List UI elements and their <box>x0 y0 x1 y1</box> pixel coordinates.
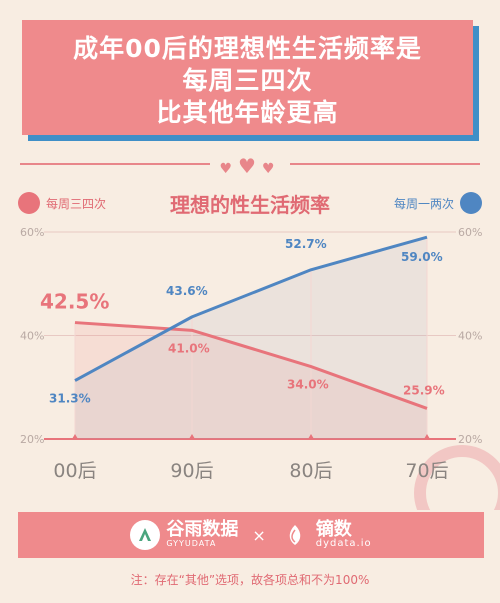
brand1-sub: GYYUDATA <box>166 539 217 548</box>
x-tick-label: 90后 <box>170 460 213 482</box>
y-tick-label-left: 40% <box>20 330 44 343</box>
area-pink <box>75 322 427 439</box>
divider-left <box>20 163 210 165</box>
chart-title: 理想的性生活频率 <box>170 193 330 217</box>
series-line-pink <box>74 321 428 410</box>
brand2-name: 镝数 <box>315 519 352 540</box>
title-line-3: 比其他年龄更高 <box>156 98 339 127</box>
area-blue <box>75 237 427 439</box>
data-label: 41.0% <box>168 341 210 355</box>
divider-right <box>290 163 480 165</box>
footnote: 注：存在“其他”选项，故各项总和不为100% <box>130 573 370 587</box>
legend-left: 每周三四次 <box>18 192 106 214</box>
gyyu-logo-icon <box>130 520 161 550</box>
brand1-name: 谷雨数据 <box>166 519 239 540</box>
data-label: 42.5% <box>40 290 109 314</box>
x-tick-label: 80后 <box>289 460 332 482</box>
title-box: 成年00后的理想性生活频率是 每周三四次 比其他年龄更高 <box>22 20 473 135</box>
brand2-sub: dydata.io <box>315 538 372 549</box>
legend-right-label: 每周一两次 <box>393 196 454 211</box>
y-tick-label-left: 60% <box>20 226 44 239</box>
legend-dot-blue <box>460 192 482 214</box>
decor-ring <box>414 445 500 510</box>
data-label: 31.3% <box>49 392 91 406</box>
y-tick-label-right: 60% <box>458 226 482 239</box>
y-tick-label-right: 20% <box>458 433 482 446</box>
dydata-logo-icon <box>280 520 310 550</box>
heart-icon: ♥ <box>261 161 281 177</box>
times-sign: × <box>252 525 266 545</box>
data-label: 52.7% <box>285 237 327 251</box>
heart-icon: ♥ <box>238 154 262 178</box>
legend-right: 每周一两次 <box>394 192 482 214</box>
y-tick-label-left: 20% <box>20 433 44 446</box>
legend-dot-pink <box>18 192 40 214</box>
y-tick-label-right: 40% <box>458 330 482 343</box>
title-line-2: 每周三四次 <box>182 66 313 95</box>
line-chart: 20% 20% 40% 40% 60% 60% 42.5% 41.0% 34.0% 25.9% 31… <box>20 226 500 510</box>
x-tick-marker <box>308 434 314 439</box>
brand-band: 谷雨数据 GYYUDATA × 镝数 dydata.io <box>18 512 484 558</box>
x-tick-label: 00后 <box>53 460 96 482</box>
title-line-1: 成年00后的理想性生活频率是 <box>73 34 422 63</box>
data-label: 59.0% <box>401 250 443 264</box>
x-tick-marker <box>424 434 430 439</box>
x-tick-label: 70后 <box>405 460 448 482</box>
data-label: 34.0% <box>287 378 329 392</box>
data-label: 25.9% <box>403 383 445 397</box>
hearts-decoration: ♥♥♥ <box>0 154 500 178</box>
heart-icon: ♥ <box>219 161 239 177</box>
series-line-blue <box>74 235 428 382</box>
legend-left-label: 每周三四次 <box>46 196 107 211</box>
data-label: 43.6% <box>166 284 208 298</box>
x-tick-marker <box>72 434 78 439</box>
x-tick-marker <box>189 434 195 439</box>
